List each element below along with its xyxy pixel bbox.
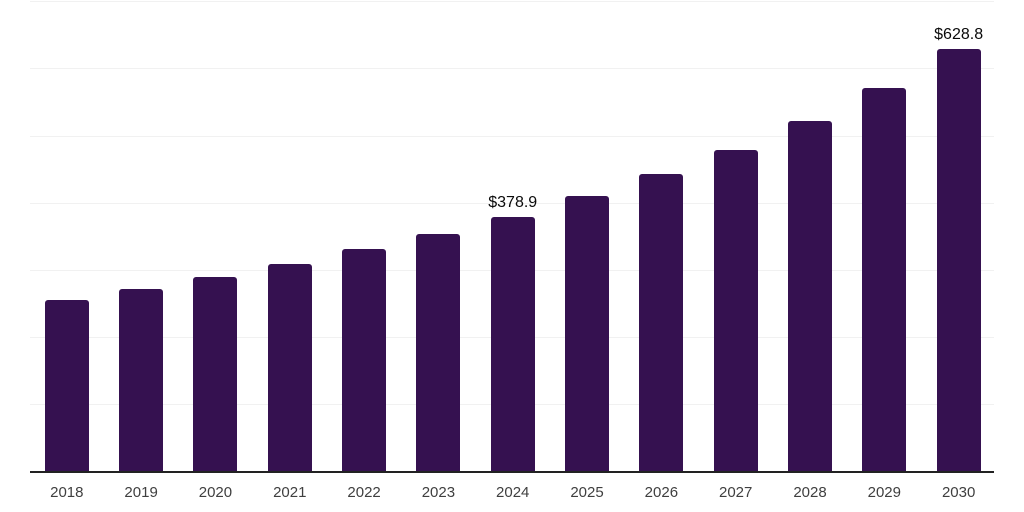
bar-2028 <box>788 121 832 471</box>
bar-2022 <box>342 249 387 471</box>
bar-2020 <box>193 276 238 471</box>
x-tick-label-2019: 2019 <box>124 484 158 501</box>
x-tick-label-2022: 2022 <box>347 484 381 501</box>
gridline-700 <box>30 1 994 3</box>
bar-2026 <box>639 174 684 471</box>
x-tick-label-2021: 2021 <box>273 484 307 501</box>
x-tick-label-2023: 2023 <box>421 484 456 501</box>
bar-2019 <box>119 289 164 471</box>
bar-2021 <box>267 263 312 471</box>
data-label-2024: $378.9 <box>488 193 538 211</box>
x-tick-label-2029: 2029 <box>867 484 901 501</box>
bar-2023 <box>416 234 461 471</box>
x-tick-label-2028: 2028 <box>793 484 827 501</box>
bar-2029 <box>862 87 907 471</box>
x-tick-label-2030: 2030 <box>941 484 976 501</box>
x-tick-label-2027: 2027 <box>718 484 753 501</box>
x-tick-label-2024: 2024 <box>496 484 530 501</box>
bar-2030 <box>936 49 981 471</box>
gridline-600 <box>30 68 994 70</box>
x-tick-label-2018: 2018 <box>50 484 84 501</box>
bar-2027 <box>713 149 758 471</box>
x-tick-label-2020: 2020 <box>198 484 233 501</box>
bar-2018 <box>44 300 89 471</box>
gridline-500 <box>30 135 994 137</box>
bar-2025 <box>565 196 610 471</box>
x-axis-line <box>30 470 994 473</box>
x-tick-label-2025: 2025 <box>570 484 604 501</box>
data-label-2030: $628.8 <box>934 26 984 44</box>
gridline-400 <box>30 202 994 204</box>
x-tick-label-2026: 2026 <box>644 484 679 501</box>
bar-2024 <box>490 216 535 471</box>
